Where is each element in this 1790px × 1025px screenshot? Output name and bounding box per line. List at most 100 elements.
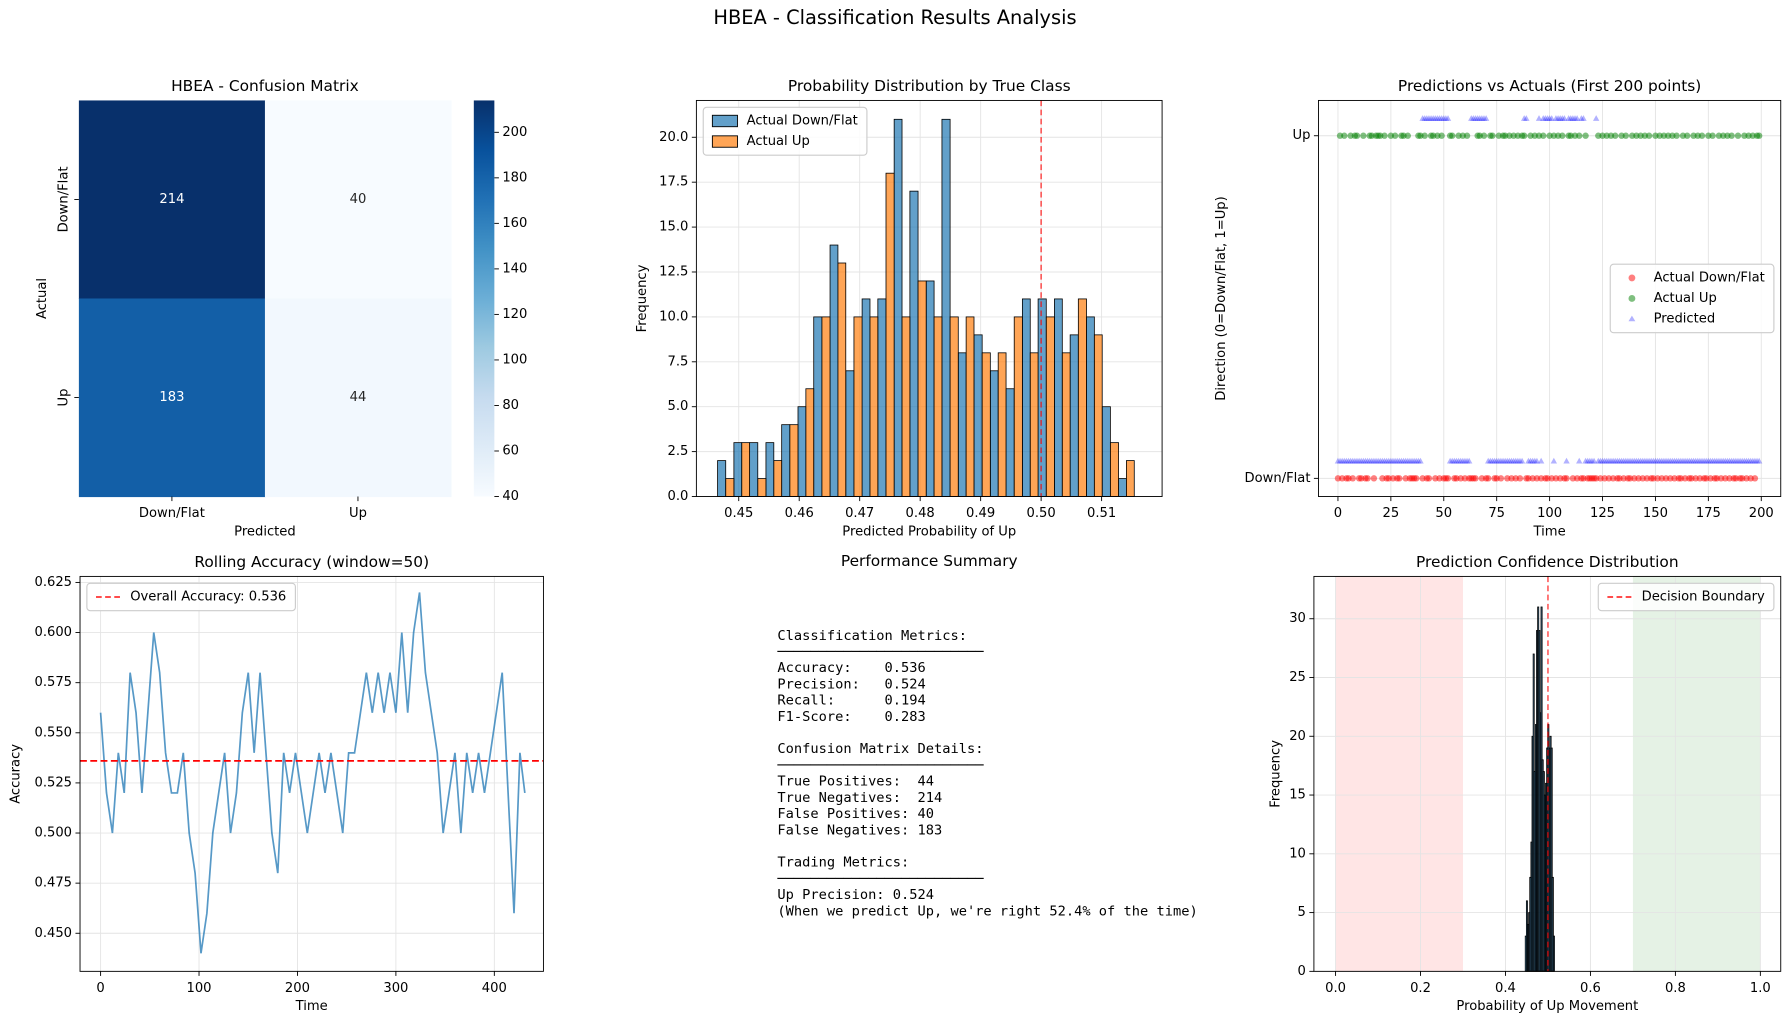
scatter-point xyxy=(1561,115,1568,121)
scatter-point xyxy=(1667,457,1674,464)
scatter-point xyxy=(1355,457,1363,464)
histogram-bar xyxy=(1109,442,1119,497)
summary-heading: Confusion Matrix Details: xyxy=(777,741,983,757)
scatter-point xyxy=(1698,457,1706,464)
heatmap-cell xyxy=(264,100,452,300)
scatter-point xyxy=(1506,457,1513,464)
scatter-point xyxy=(1582,132,1589,139)
scatter-point xyxy=(1379,457,1386,464)
scatter-point xyxy=(1698,132,1706,139)
y-axis-label: Frequency xyxy=(1269,740,1284,808)
histogram-bar xyxy=(1013,316,1023,497)
legend-swatch xyxy=(1628,315,1636,322)
heatmap-cell xyxy=(264,298,452,498)
scatter-point xyxy=(1554,115,1562,121)
x-tick-label: 200 xyxy=(1749,506,1774,521)
scatter-point xyxy=(1563,457,1570,464)
histogram-bar xyxy=(861,298,871,497)
scatter-point xyxy=(1745,457,1752,464)
scatter-point xyxy=(1569,115,1577,121)
scatter-point xyxy=(1349,457,1356,464)
scatter-point xyxy=(1565,115,1572,121)
scatter-point xyxy=(1626,457,1634,464)
legend-label: Predicted xyxy=(1654,312,1716,327)
scatter-point xyxy=(1374,457,1382,464)
summary-title: Performance Summary xyxy=(841,552,1018,570)
scatter-point xyxy=(1398,457,1405,464)
scatter-point xyxy=(1573,115,1581,121)
histogram-bar xyxy=(821,316,831,497)
scatter-point xyxy=(1728,457,1735,464)
histogram-bar xyxy=(1054,298,1063,497)
y-tick-label: 0.600 xyxy=(35,625,73,640)
scatter-point xyxy=(1650,457,1657,464)
scatter-point xyxy=(1662,457,1670,464)
scatter-point xyxy=(1465,457,1473,464)
scatter-point xyxy=(1366,457,1373,464)
scatter-point xyxy=(1537,457,1545,464)
x-tick-label: 0.4 xyxy=(1495,981,1516,996)
histogram-bar xyxy=(805,388,815,497)
scatter-point xyxy=(1584,457,1591,464)
histogram-bar xyxy=(725,478,735,497)
scatter-point xyxy=(1755,457,1763,464)
y-axis-label: Frequency xyxy=(635,264,650,332)
summary-line: Precision: 0.524 xyxy=(777,676,925,692)
y-tick-label: 10.0 xyxy=(659,309,688,324)
scatter-point xyxy=(1381,457,1388,464)
legend: Actual Down/Flat Actual Up Predicted xyxy=(1609,263,1775,334)
colorbar xyxy=(473,100,495,497)
x-tick-label: 0 xyxy=(96,981,104,996)
legend-swatch xyxy=(711,135,738,148)
y-tick-label: 0.475 xyxy=(35,876,73,891)
scatter-point xyxy=(1438,132,1445,139)
scatter-point xyxy=(1728,132,1735,139)
scatter-point xyxy=(1751,475,1759,482)
scatter-point xyxy=(1734,457,1742,464)
scatter-point xyxy=(1741,457,1748,464)
histogram-bar xyxy=(925,280,935,497)
scatter-point xyxy=(1586,457,1594,464)
scatter-point xyxy=(1362,457,1369,464)
scatter-point xyxy=(1453,457,1460,464)
y-axis-label: Accuracy xyxy=(9,744,24,804)
scatter-point xyxy=(1628,457,1636,464)
scatter-point xyxy=(1432,115,1439,121)
scatter-point xyxy=(1656,457,1663,464)
summary-heading: Classification Metrics: xyxy=(777,628,967,644)
colorbar-tick-label: 100 xyxy=(502,352,527,367)
y-tick-label: 5.0 xyxy=(668,399,689,414)
scatter-point xyxy=(1461,457,1469,464)
scatter-point xyxy=(1683,457,1691,464)
scatter-point xyxy=(1597,457,1604,464)
y-tick-label: 0.525 xyxy=(35,775,73,790)
scatter-point xyxy=(1351,457,1359,464)
heatmap-cell xyxy=(78,100,266,300)
scatter-point xyxy=(1391,457,1399,464)
summary-line: Accuracy: 0.536 xyxy=(777,660,925,676)
colorbar-tick-label: 200 xyxy=(502,125,527,140)
scatter-point xyxy=(1368,457,1376,464)
scatter-point xyxy=(1707,457,1714,464)
shaded-region xyxy=(1632,576,1761,972)
x-tick-label: 150 xyxy=(1643,506,1668,521)
scatter-point xyxy=(1658,457,1665,464)
histogram-bar xyxy=(869,316,879,497)
scatter-point xyxy=(1637,457,1644,464)
heatmap-cell xyxy=(78,298,266,498)
scatter-point xyxy=(1474,115,1481,121)
scatter-point xyxy=(1686,457,1693,464)
y-tick-label: 0.550 xyxy=(35,725,73,740)
legend-box xyxy=(86,582,296,612)
axes-frame xyxy=(1313,575,1782,972)
scatter-point xyxy=(1491,457,1498,464)
scatter-point xyxy=(1609,457,1617,464)
scatter-point xyxy=(1548,115,1555,121)
colorbar-tick-label: 40 xyxy=(502,489,519,504)
scatter-point xyxy=(1660,457,1668,464)
y-tick-label: 30 xyxy=(1289,611,1306,626)
histogram-bar xyxy=(797,406,807,497)
histogram-bar xyxy=(757,478,767,497)
scatter-point xyxy=(1688,457,1695,464)
